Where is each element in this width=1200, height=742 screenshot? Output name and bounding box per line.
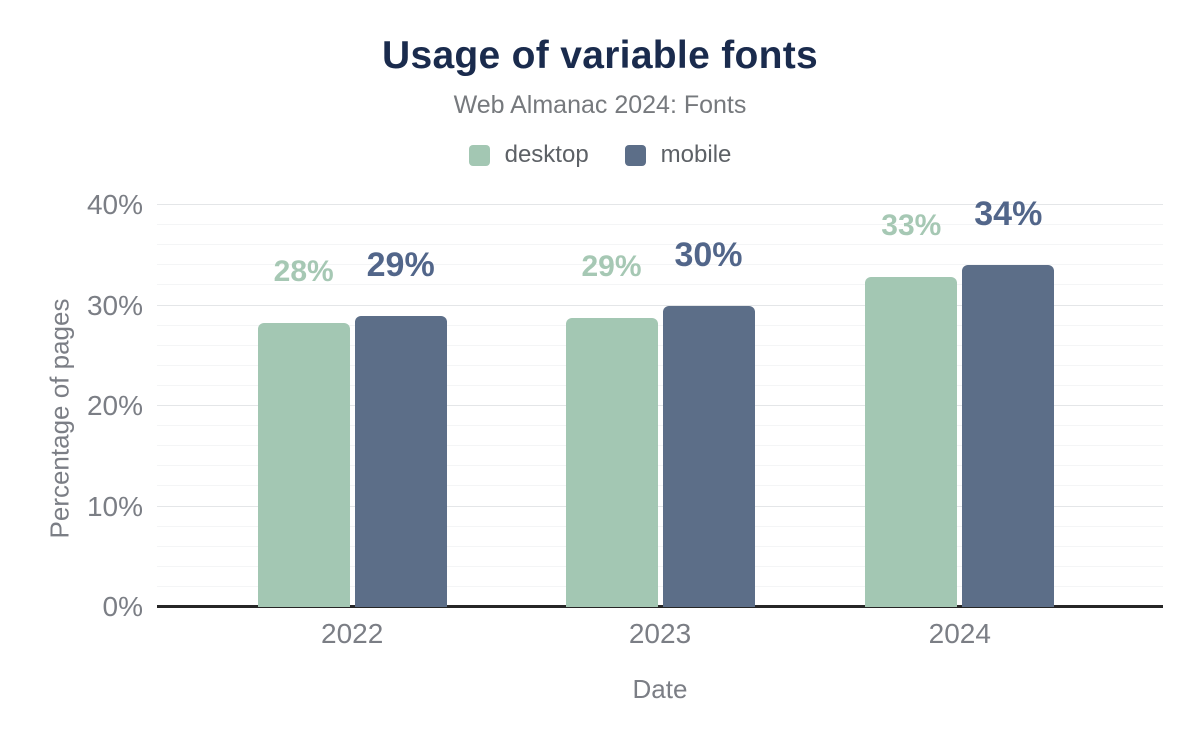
- gridline-minor-8: [157, 525, 1163, 527]
- plot-area: 28% 29% 29% 30% 33% 34%: [157, 195, 1163, 608]
- bar-desktop-2023[interactable]: [565, 317, 658, 607]
- gridline-minor-4: [157, 565, 1163, 567]
- bar-mobile-2022[interactable]: [354, 315, 447, 607]
- bar-label-mobile-2022: 29%: [366, 245, 435, 284]
- gridline-major-40: [157, 204, 1163, 205]
- bar-desktop-2022[interactable]: [257, 322, 350, 607]
- legend-swatch-mobile-icon: [624, 144, 646, 166]
- chart-subtitle: Web Almanac 2024: Fonts: [453, 91, 747, 119]
- legend: desktop mobile: [0, 141, 1200, 169]
- legend-label-mobile: mobile: [660, 141, 732, 168]
- gridline-minor-26: [157, 344, 1163, 346]
- x-tick-label-2023: 2023: [628, 618, 692, 649]
- chart-title: Usage of variable fonts: [381, 34, 818, 77]
- gridline-major-10: [157, 505, 1163, 507]
- legend-item-desktop[interactable]: desktop: [468, 141, 589, 169]
- gridline-minor-2: [157, 585, 1163, 587]
- gridline-minor-38: [157, 224, 1163, 226]
- gridline-minor-34: [157, 264, 1163, 266]
- gridline-minor-24: [157, 364, 1163, 366]
- x-axis-line: [157, 605, 1163, 608]
- bar-mobile-2024[interactable]: [962, 265, 1055, 607]
- bar-label-mobile-2024: 34%: [974, 195, 1043, 234]
- y-tick-label-20: 20%: [86, 390, 143, 421]
- gridline-minor-6: [157, 545, 1163, 547]
- gridline-major-30: [157, 304, 1163, 306]
- x-axis-title: Date: [632, 674, 688, 704]
- gridline-minor-12: [157, 485, 1163, 487]
- y-tick-label-0: 0%: [102, 591, 143, 622]
- bar-label-desktop-2023: 29%: [581, 249, 642, 283]
- gridline-minor-16: [157, 445, 1163, 447]
- legend-item-mobile[interactable]: mobile: [624, 141, 732, 169]
- x-tick-label-2024: 2024: [928, 618, 991, 649]
- y-tick-label-40: 40%: [86, 189, 143, 220]
- gridline-major-20: [157, 405, 1163, 406]
- bar-label-desktop-2024: 33%: [881, 209, 942, 243]
- legend-swatch-desktop-icon: [468, 144, 490, 166]
- gridline-minor-32: [157, 284, 1163, 286]
- gridline-minor-14: [157, 465, 1163, 467]
- gridline-minor-28: [157, 324, 1163, 326]
- gridline-minor-18: [157, 425, 1163, 427]
- bar-label-mobile-2023: 30%: [674, 235, 743, 274]
- bar-label-desktop-2022: 28%: [273, 254, 334, 288]
- y-tick-label-10: 10%: [86, 490, 143, 522]
- gridline-minor-22: [157, 384, 1163, 386]
- bar-desktop-2024[interactable]: [865, 277, 958, 607]
- bar-mobile-2023[interactable]: [662, 305, 755, 607]
- legend-label-desktop: desktop: [504, 141, 589, 168]
- y-tick-label-30: 30%: [86, 289, 143, 321]
- x-tick-label-2022: 2022: [321, 618, 384, 649]
- gridline-minor-36: [157, 244, 1163, 246]
